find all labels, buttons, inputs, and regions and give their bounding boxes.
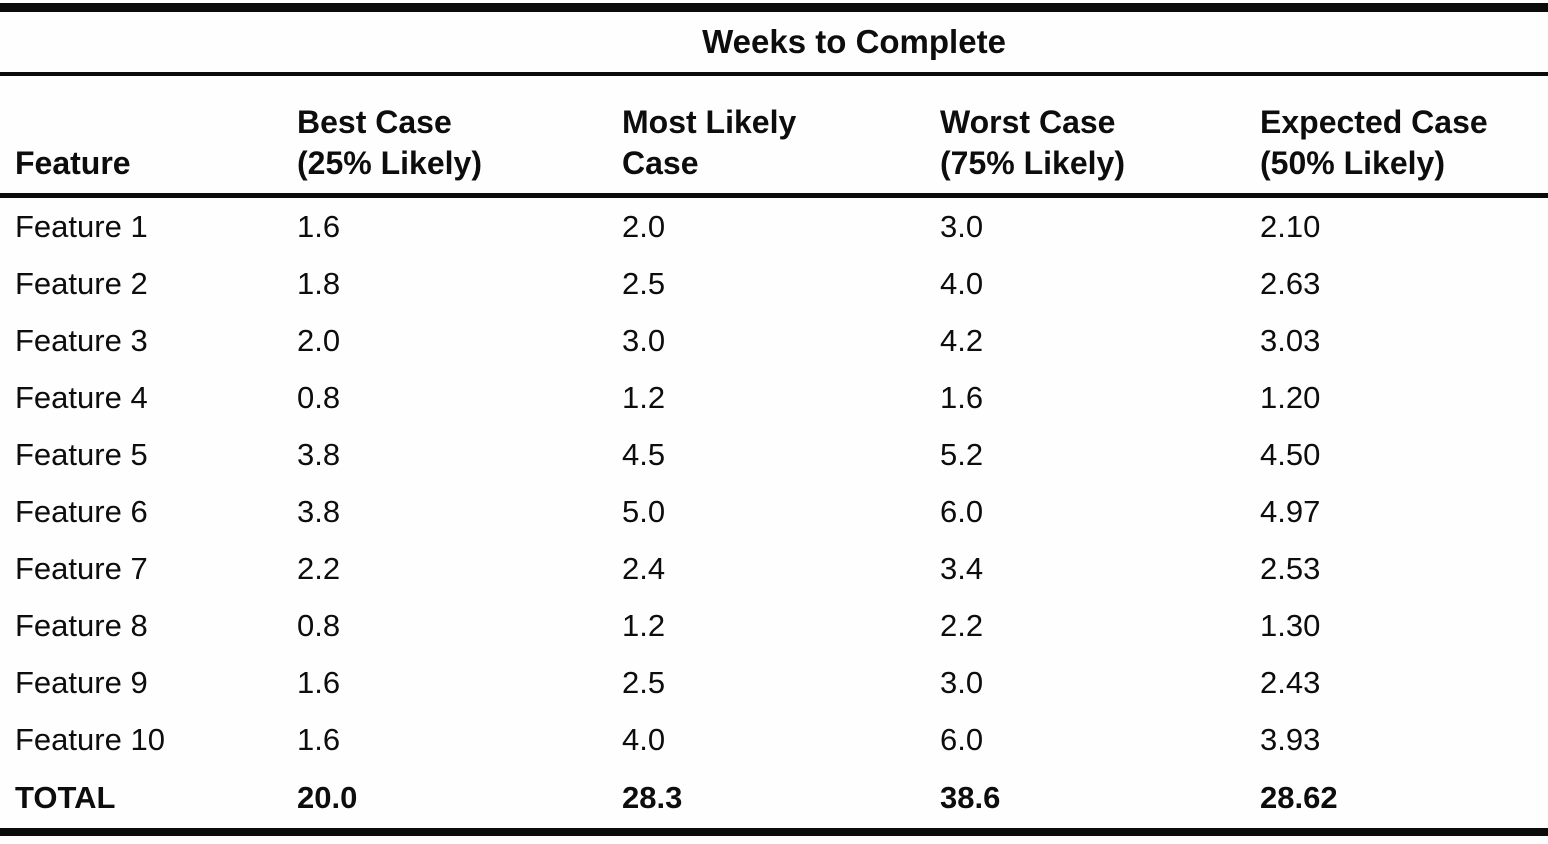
table-row: Feature 3 2.0 3.0 4.2 3.03 bbox=[0, 312, 1548, 369]
cell-expected: 3.93 bbox=[1260, 721, 1321, 757]
column-header-expected-case: Expected Case (50% Likely) bbox=[1260, 74, 1548, 198]
cell-expected: 1.20 bbox=[1260, 379, 1321, 415]
column-header-row: Feature Best Case (25% Likely) Most Like… bbox=[0, 74, 1548, 198]
cell-expected: 2.63 bbox=[1260, 265, 1321, 301]
cell-best: 2.0 bbox=[297, 322, 341, 358]
cell-most-likely: 4.0 bbox=[622, 721, 666, 757]
cell-worst: 3.0 bbox=[940, 208, 984, 244]
cell-most-likely: 3.0 bbox=[622, 322, 666, 358]
table-row: Feature 1 1.6 2.0 3.0 2.10 bbox=[0, 196, 1548, 256]
table-title-row: Weeks to Complete bbox=[0, 7, 1548, 76]
cell-most-likely: 2.5 bbox=[622, 265, 666, 301]
cell-worst: 5.2 bbox=[940, 436, 984, 472]
column-header-best-case: Best Case (25% Likely) bbox=[297, 74, 622, 198]
cell-feature: Feature 9 bbox=[15, 664, 148, 700]
cell-expected: 4.50 bbox=[1260, 436, 1321, 472]
table-row: Feature 10 1.6 4.0 6.0 3.93 bbox=[0, 711, 1548, 768]
table-row: Feature 9 1.6 2.5 3.0 2.43 bbox=[0, 654, 1548, 711]
table-row: Feature 8 0.8 1.2 2.2 1.30 bbox=[0, 597, 1548, 654]
column-header-worst-case: Worst Case (75% Likely) bbox=[940, 74, 1260, 198]
cell-total-most-likely: 28.3 bbox=[622, 780, 683, 815]
cell-most-likely: 2.5 bbox=[622, 664, 666, 700]
cell-feature: Feature 6 bbox=[15, 493, 148, 529]
cell-worst: 6.0 bbox=[940, 493, 984, 529]
cell-worst: 3.4 bbox=[940, 550, 984, 586]
table-row: Feature 2 1.8 2.5 4.0 2.63 bbox=[0, 255, 1548, 312]
cell-most-likely: 2.4 bbox=[622, 550, 666, 586]
table-row: Feature 5 3.8 4.5 5.2 4.50 bbox=[0, 426, 1548, 483]
cell-best: 0.8 bbox=[297, 607, 341, 643]
cell-best: 1.6 bbox=[297, 208, 341, 244]
cell-best: 2.2 bbox=[297, 550, 341, 586]
table-title: Weeks to Complete bbox=[0, 7, 1548, 76]
cell-worst: 6.0 bbox=[940, 721, 984, 757]
table-head: Weeks to Complete Feature Best Case (25%… bbox=[0, 7, 1548, 198]
cell-best: 3.8 bbox=[297, 436, 341, 472]
column-header-line2: Feature bbox=[15, 145, 131, 182]
cell-feature: Feature 1 bbox=[15, 208, 148, 244]
column-header-line1: Best Case bbox=[297, 104, 452, 141]
cell-feature: Feature 7 bbox=[15, 550, 148, 586]
column-header-line1: Worst Case bbox=[940, 104, 1116, 141]
cell-expected: 4.97 bbox=[1260, 493, 1321, 529]
cell-expected: 2.43 bbox=[1260, 664, 1321, 700]
cell-worst: 4.2 bbox=[940, 322, 984, 358]
cell-feature: Feature 3 bbox=[15, 322, 148, 358]
cell-total-worst-case: 38.6 bbox=[940, 780, 1001, 815]
cell-worst: 3.0 bbox=[940, 664, 984, 700]
cell-expected: 2.10 bbox=[1260, 208, 1321, 244]
column-header-line1: Expected Case bbox=[1260, 104, 1488, 141]
table-row: Feature 4 0.8 1.2 1.6 1.20 bbox=[0, 369, 1548, 426]
cell-total-best-case: 20.0 bbox=[297, 780, 358, 815]
column-header-most-likely-case: Most Likely Case bbox=[622, 74, 940, 198]
cell-best: 3.8 bbox=[297, 493, 341, 529]
cell-feature: Feature 4 bbox=[15, 379, 148, 415]
cell-most-likely: 2.0 bbox=[622, 208, 666, 244]
cell-feature: Feature 5 bbox=[15, 436, 148, 472]
total-row: TOTAL 20.0 28.3 38.6 28.62 bbox=[0, 768, 1548, 832]
column-header-line2: Case bbox=[622, 145, 699, 182]
cell-best: 1.6 bbox=[297, 721, 341, 757]
cell-expected: 2.53 bbox=[1260, 550, 1321, 586]
cell-best: 1.8 bbox=[297, 265, 341, 301]
cell-expected: 1.30 bbox=[1260, 607, 1321, 643]
cell-worst: 4.0 bbox=[940, 265, 984, 301]
cell-best: 0.8 bbox=[297, 379, 341, 415]
table-body: Feature 1 1.6 2.0 3.0 2.10 Feature 2 1.8 2.5 4.0… bbox=[0, 196, 1548, 769]
column-header-line2: (75% Likely) bbox=[940, 145, 1125, 182]
cell-total-expected-case: 28.62 bbox=[1260, 780, 1338, 815]
cell-feature: Feature 8 bbox=[15, 607, 148, 643]
cell-most-likely: 5.0 bbox=[622, 493, 666, 529]
cell-most-likely: 4.5 bbox=[622, 436, 666, 472]
cell-total-label: TOTAL bbox=[15, 780, 116, 815]
column-header-line2: (50% Likely) bbox=[1260, 145, 1445, 182]
estimate-table: Weeks to Complete Feature Best Case (25%… bbox=[0, 3, 1548, 836]
column-header-feature: Feature bbox=[0, 74, 297, 198]
cell-feature: Feature 10 bbox=[15, 721, 165, 757]
column-header-line2: (25% Likely) bbox=[297, 145, 482, 182]
cell-worst: 2.2 bbox=[940, 607, 984, 643]
cell-best: 1.6 bbox=[297, 664, 341, 700]
column-header-line1 bbox=[15, 102, 297, 143]
table-row: Feature 7 2.2 2.4 3.4 2.53 bbox=[0, 540, 1548, 597]
cell-most-likely: 1.2 bbox=[622, 379, 666, 415]
cell-worst: 1.6 bbox=[940, 379, 984, 415]
cell-expected: 3.03 bbox=[1260, 322, 1321, 358]
table-foot: TOTAL 20.0 28.3 38.6 28.62 bbox=[0, 768, 1548, 832]
cell-feature: Feature 2 bbox=[15, 265, 148, 301]
cell-most-likely: 1.2 bbox=[622, 607, 666, 643]
column-header-line1: Most Likely bbox=[622, 104, 797, 141]
table-row: Feature 6 3.8 5.0 6.0 4.97 bbox=[0, 483, 1548, 540]
